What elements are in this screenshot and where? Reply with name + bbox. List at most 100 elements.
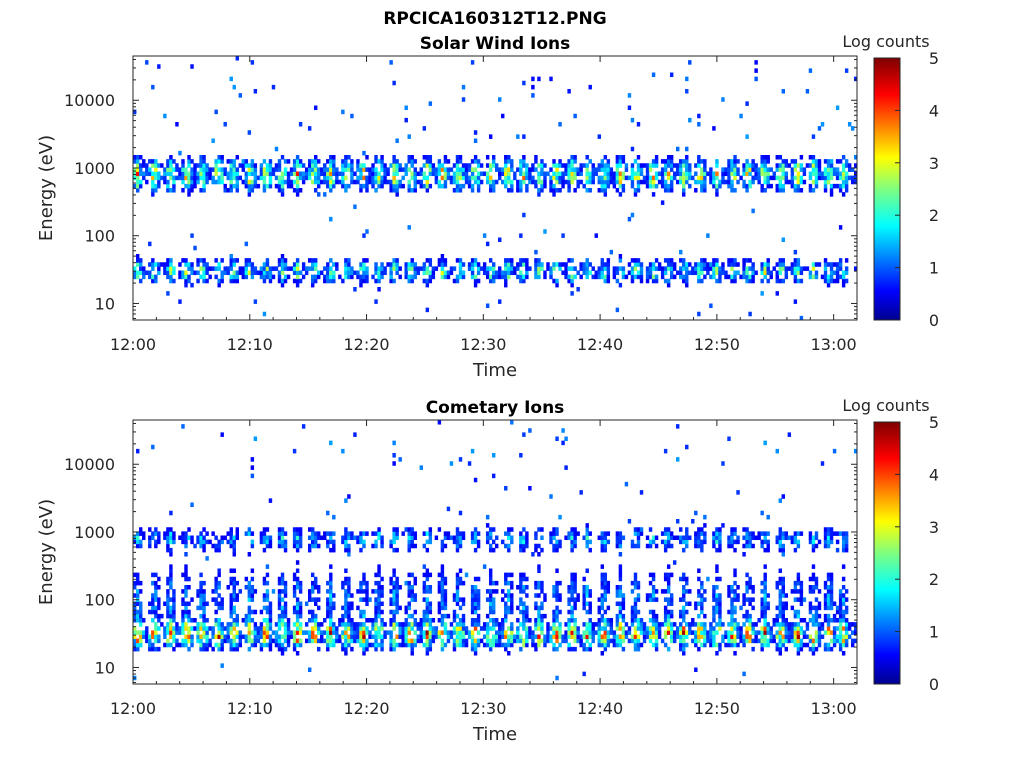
heatmap-cell [688, 175, 692, 181]
heatmap-cell [663, 572, 668, 578]
heatmap-cell [265, 183, 270, 189]
heatmap-cell [320, 638, 324, 644]
heatmap-cell [682, 175, 686, 181]
heatmap-cell [277, 622, 282, 627]
heatmap-cell [455, 274, 460, 280]
heatmap-cell [199, 159, 203, 164]
heatmap-cell [621, 171, 626, 177]
heatmap-cell [163, 626, 167, 631]
heatmap-cell [730, 258, 734, 263]
heatmap-cell [829, 274, 834, 280]
heatmap-cell [558, 175, 562, 181]
heatmap-cell [709, 179, 713, 185]
heatmap-cell [748, 171, 752, 177]
heatmap-cell [564, 535, 568, 541]
heatmap-cell [636, 622, 641, 627]
heatmap-cell [268, 175, 273, 181]
heatmap-cell [187, 634, 191, 640]
heatmap-cell [232, 547, 236, 553]
heatmap-cell [244, 179, 249, 185]
heatmap-cell [793, 638, 798, 644]
heatmap-cell [184, 175, 188, 181]
heatmap-cell [485, 589, 490, 594]
heatmap-cell [718, 622, 722, 627]
heatmap-cell [618, 642, 623, 648]
heatmap-cell [226, 171, 230, 177]
heatmap-cell [277, 175, 282, 181]
heatmap-cell [790, 638, 795, 644]
x-tick-label: 12:00 [110, 335, 156, 354]
heatmap-cell [491, 642, 496, 648]
heatmap-cell [220, 155, 224, 160]
heatmap-cell [763, 179, 767, 185]
heatmap-cell [688, 163, 692, 168]
heatmap-cell [853, 171, 858, 177]
heatmap-cell [491, 183, 496, 189]
heatmap-cell [516, 605, 520, 611]
heatmap-cell [525, 543, 529, 549]
heatmap-cell [651, 585, 656, 590]
heatmap-cell [522, 163, 526, 168]
heatmap-cell [525, 258, 529, 263]
heatmap-cell [307, 171, 312, 177]
heatmap-cell [582, 183, 586, 189]
heatmap-cell [371, 274, 375, 280]
heatmap-cell [428, 535, 433, 541]
heatmap-cell [407, 266, 411, 271]
heatmap-cell [410, 175, 414, 181]
heatmap-cell [380, 642, 384, 648]
heatmap-cell [712, 613, 716, 619]
heatmap-cell [488, 535, 493, 541]
heatmap-cell [196, 630, 200, 635]
heatmap-cell [507, 155, 511, 160]
heatmap-cell [250, 457, 255, 462]
heatmap-cell [510, 626, 514, 631]
heatmap-cell [485, 179, 490, 185]
heatmap-cell [733, 638, 737, 644]
heatmap-cell [760, 597, 764, 602]
heatmap-cell [718, 613, 722, 619]
heatmap-cell [332, 163, 336, 168]
heatmap-cell [585, 585, 589, 590]
heatmap-cell [682, 547, 686, 553]
heatmap-cell [751, 543, 755, 549]
heatmap-cell [751, 585, 755, 590]
heatmap-cell [148, 274, 152, 280]
heatmap-cell [522, 601, 526, 607]
heatmap-cell [359, 622, 363, 627]
heatmap-cell [573, 531, 577, 536]
heatmap-cell [341, 613, 345, 619]
heatmap-cell [193, 626, 197, 631]
heatmap-cell [763, 175, 767, 181]
heatmap-cell [476, 270, 481, 276]
heatmap-cell [760, 601, 764, 607]
heatmap-cell [528, 486, 532, 491]
heatmap-cell [685, 630, 689, 635]
heatmap-cell [199, 188, 203, 193]
heatmap-cell [784, 266, 789, 271]
heatmap-cell [410, 527, 414, 532]
heatmap-cell [844, 179, 849, 185]
heatmap-cell [238, 589, 242, 594]
heatmap-cell [274, 638, 279, 644]
heatmap-cell [419, 171, 423, 177]
heatmap-cell [166, 609, 170, 615]
heatmap-cell [700, 609, 704, 615]
heatmap-cell [654, 278, 659, 284]
heatmap-cell [277, 626, 282, 631]
heatmap-cell [688, 167, 692, 172]
heatmap-cell [679, 646, 683, 652]
heatmap-cell [440, 576, 445, 582]
heatmap-cell [829, 262, 834, 267]
heatmap-cell [473, 651, 478, 656]
heatmap-cell [552, 188, 556, 193]
heatmap-cell [838, 266, 843, 271]
heatmap-cell [781, 634, 785, 640]
heatmap-cell [473, 638, 478, 644]
heatmap-cell [326, 605, 330, 611]
heatmap-cell [697, 539, 701, 545]
heatmap-cell [709, 171, 713, 177]
heatmap-cell [479, 171, 484, 177]
heatmap-cell [202, 547, 206, 553]
heatmap-cell [440, 646, 445, 652]
